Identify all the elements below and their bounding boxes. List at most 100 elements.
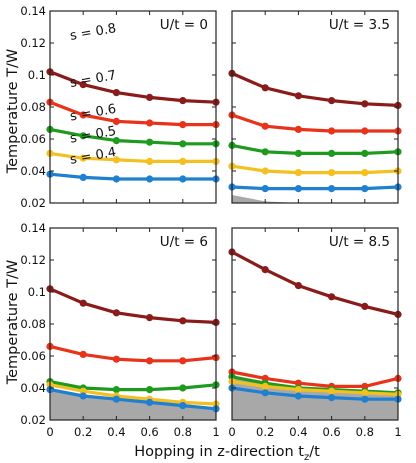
data-point: [261, 389, 269, 397]
panel-title: U/t = 0: [160, 17, 208, 33]
series-line-s04: [49, 388, 217, 411]
y-axis-label-top: Temperature T/W: [5, 49, 21, 175]
series-line-s05: [231, 164, 399, 175]
x-tick-label: 0.6: [322, 425, 340, 439]
data-point: [261, 185, 269, 193]
data-point: [179, 317, 187, 325]
shaded-region: [232, 195, 398, 203]
y-tick-label: 0.06: [20, 349, 46, 363]
data-point: [79, 350, 87, 358]
data-point: [361, 127, 369, 135]
data-point: [328, 293, 336, 301]
y-tick-label: 0.12: [20, 36, 46, 50]
series-line-s08: [49, 70, 217, 104]
data-point: [146, 119, 154, 127]
x-axis-label-sub: z: [304, 452, 309, 463]
data-point: [179, 140, 187, 148]
data-point: [79, 392, 87, 400]
data-point: [328, 185, 336, 193]
data-point: [79, 154, 87, 162]
data-point: [146, 357, 154, 365]
data-point: [361, 389, 369, 397]
data-point: [361, 169, 369, 177]
series-line-s05: [49, 383, 217, 406]
x-tick-label: 0.6: [140, 425, 158, 439]
data-point: [112, 175, 120, 183]
series-line-s06: [49, 127, 216, 146]
series-label: s = 0.8: [69, 21, 118, 44]
data-point: [294, 92, 302, 100]
series-label: s = 0.5: [69, 124, 118, 147]
series-line-s04: [49, 172, 216, 181]
panel-2: U/t = 3.5: [228, 10, 402, 204]
series-line-s07: [49, 100, 216, 127]
panel-title: U/t = 8.5: [329, 234, 390, 250]
series-line-s08: [49, 287, 217, 324]
y-tick-label: 0.06: [20, 132, 46, 146]
y-tick-label: 0.1: [28, 285, 46, 299]
y-tick-label: 0.14: [20, 221, 46, 235]
data-point: [179, 157, 187, 165]
data-point: [294, 386, 302, 394]
data-point: [146, 398, 154, 406]
x-axis-label-main: Hopping in z-direction t: [134, 444, 304, 460]
y-tick-label: 0.04: [20, 164, 46, 178]
series-line-s04: [231, 185, 399, 191]
series-line-s06: [231, 143, 399, 155]
x-tick-label: 0.2: [256, 425, 274, 439]
x-axis-label: Hopping in z-direction tz/t: [134, 444, 320, 463]
panel-4: 0 0.2 0.4 0.6 0.8 1 U/t = 8.5: [228, 227, 402, 439]
data-point: [328, 97, 336, 105]
x-tick-label: 1: [212, 425, 219, 439]
data-point: [328, 387, 336, 395]
y-tick-label: 0.02: [20, 196, 46, 210]
y-tick-label: 0.02: [20, 413, 46, 427]
data-point: [179, 121, 187, 129]
data-point: [112, 395, 120, 403]
panel-title: U/t = 6: [160, 234, 208, 250]
y-tick-label: 0.1: [28, 68, 46, 82]
data-point: [179, 97, 187, 105]
series-line-s07: [231, 370, 399, 388]
y-tick-label: 0.04: [20, 381, 46, 395]
data-point: [179, 402, 187, 410]
data-point: [294, 392, 302, 400]
x-tick-label: 0.4: [107, 425, 125, 439]
data-point: [146, 157, 154, 165]
data-point: [294, 149, 302, 157]
data-point: [361, 149, 369, 157]
series-line-s05: [231, 380, 399, 396]
data-point: [361, 185, 369, 193]
data-point: [112, 117, 120, 125]
data-point: [328, 394, 336, 402]
x-tick-label: 0.8: [174, 425, 192, 439]
series-line-s06: [49, 380, 217, 392]
series-line-s07: [231, 113, 398, 133]
x-tick-label: 0.8: [356, 425, 374, 439]
panel-3: 0.02 0.04 0.06 0.08 0.1 0.12 0.14 0 0.2 0.4 0.6 0.8…: [20, 221, 219, 439]
x-tick-label: 0.2: [74, 425, 92, 439]
data-point: [112, 89, 120, 97]
data-point: [261, 148, 269, 156]
data-point: [112, 355, 120, 363]
data-point: [112, 386, 120, 394]
x-tick-label: 0: [228, 425, 235, 439]
data-point: [146, 138, 154, 146]
data-point: [261, 382, 269, 390]
data-point: [146, 314, 154, 322]
y-tick-label: 0.08: [20, 317, 46, 331]
data-point: [361, 395, 369, 403]
data-point: [294, 185, 302, 193]
data-point: [361, 302, 369, 310]
data-point: [261, 167, 269, 175]
y-tick-label: 0.12: [20, 253, 46, 267]
panel-1: s = 0.8s = 0.7s = 0.6s = 0.5s = 0.40.020…: [20, 4, 220, 210]
data-point: [112, 137, 120, 145]
data-point: [79, 81, 87, 89]
data-point: [179, 384, 187, 392]
data-point: [112, 309, 120, 317]
x-tick-label: 1: [394, 425, 401, 439]
data-point: [328, 169, 336, 177]
data-point: [79, 299, 87, 307]
